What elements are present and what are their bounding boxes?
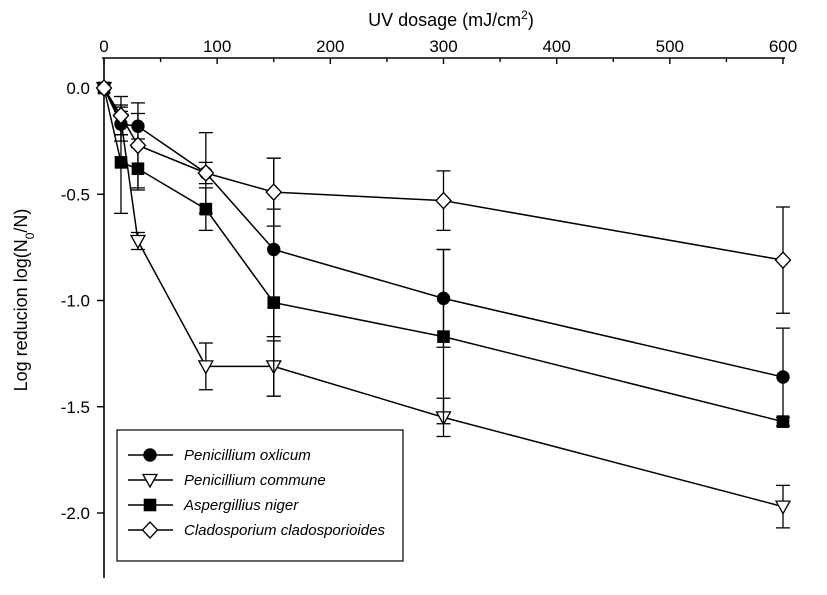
legend-entry: Cladosporium cladosporioides (128, 521, 385, 539)
series-layer (95, 79, 792, 529)
data-point (265, 183, 283, 202)
x-axis-title-superscript: 2 (521, 8, 528, 22)
x-axis-title-end: ) (528, 10, 534, 30)
data-point (112, 106, 130, 125)
data-point (774, 251, 792, 270)
x-tick-label: 200 (316, 37, 344, 56)
y-axis-title: Log reducion log(N0/N) (11, 209, 37, 392)
legend: Penicillium oxlicum Penicillium commune As… (116, 429, 404, 562)
x-tick-label: 300 (429, 37, 457, 56)
y-tick-label: -0.5 (61, 185, 90, 204)
legend-label: Aspergillius niger (183, 497, 299, 514)
x-axis-title-text: UV dosage (mJ/cm (368, 10, 521, 30)
legend-label: Penicillium oxlicum (184, 447, 311, 464)
data-point (197, 360, 214, 375)
data-point (435, 191, 452, 210)
data-point (129, 234, 147, 250)
y-tick-label: -2.0 (61, 504, 90, 523)
x-tick-label: 100 (203, 37, 231, 56)
y-axis-title-subscript: 0 (23, 232, 37, 239)
y-tick-label: -1.5 (61, 398, 90, 417)
legend-entry: Aspergillius niger (128, 497, 299, 514)
legend-marker (143, 448, 157, 462)
legend-label: Penicillium commune (184, 472, 326, 489)
x-tick-label: 600 (769, 37, 797, 56)
axes: 0 100 200 300 400 500 600 0.0 -0.5 -1.0 -1.5 -2.0 (61, 37, 797, 578)
legend-marker (141, 473, 159, 489)
data-point (197, 164, 215, 182)
legend-box (116, 429, 404, 562)
data-point (776, 370, 790, 384)
x-tick-label: 500 (656, 37, 684, 56)
series-3 (95, 79, 792, 314)
data-point (129, 136, 147, 155)
y-tick-label: 0.0 (66, 79, 90, 98)
data-point (114, 156, 128, 169)
data-point (436, 291, 451, 306)
legend-entry: Penicillium oxlicum (128, 447, 311, 464)
y-axis-title-end: /N) (11, 209, 31, 233)
x-tick-label: 0 (99, 37, 108, 56)
data-point (95, 79, 113, 97)
data-point (267, 242, 281, 257)
x-axis-title: UV dosage (mJ/cm2) (368, 8, 534, 30)
legend-marker (141, 521, 159, 539)
y-tick-label: -1.0 (61, 292, 90, 311)
data-point (774, 500, 792, 515)
legend-marker (143, 498, 157, 512)
legend-label: Cladosporium cladosporioides (184, 522, 385, 539)
x-tick-label: 400 (542, 37, 570, 56)
legend-entry: Penicillium commune (128, 472, 326, 489)
y-axis-title-text: Log reducion log(N (11, 239, 31, 391)
